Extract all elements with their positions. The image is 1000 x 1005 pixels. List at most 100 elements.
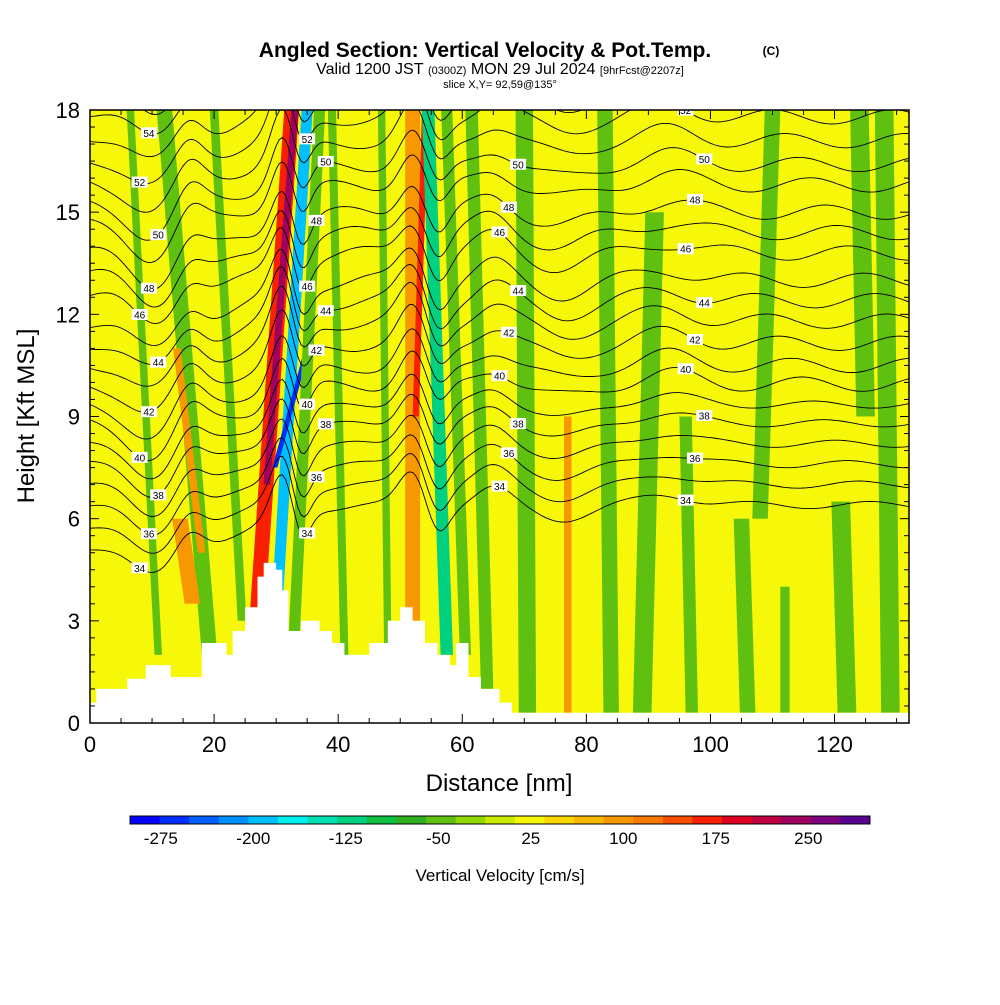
- contour-label-bg: [686, 194, 703, 206]
- contour-label-38-3: 38: [699, 411, 711, 422]
- colorbar-tick-label-7: 250: [794, 829, 822, 848]
- colorbar-swatch-8: [366, 816, 397, 824]
- x-tick-label-3: 60: [450, 732, 474, 757]
- contour-label-bg: [317, 305, 334, 317]
- velocity-band-14: [421, 110, 453, 655]
- contour-label-46-0: 46: [134, 310, 146, 321]
- colorbar-label: Vertical Velocity [cm/s]: [415, 866, 584, 885]
- contour-label-bg: [500, 201, 517, 213]
- colorbar-swatch-11: [455, 816, 486, 824]
- colorbar-tick-label-1: -200: [236, 829, 270, 848]
- contour-label-bg: [308, 214, 325, 226]
- colorbar-tick-label-3: -50: [426, 829, 451, 848]
- contour-label-bg: [140, 282, 157, 294]
- colorbar-tick-label-5: 100: [609, 829, 637, 848]
- y-tick-labels: 0 3 6 9 12 15 18: [56, 98, 80, 736]
- theta-contour-44: [90, 263, 909, 365]
- contour-label-42-0: 42: [143, 408, 155, 419]
- colorbar-tick-label-4: 25: [521, 829, 540, 848]
- colorbar-swatch-12: [485, 816, 516, 824]
- contour-label-44-2: 44: [513, 287, 525, 298]
- x-tick-label-0: 0: [84, 732, 96, 757]
- chart-title-mark: (C): [763, 44, 780, 58]
- contour-label-bg: [131, 308, 148, 320]
- colorbar-swatch-22: [781, 816, 812, 824]
- contour-label-bg: [299, 280, 316, 292]
- colorbar-swatch-18: [662, 816, 693, 824]
- contour-label-46-1: 46: [302, 282, 314, 293]
- colorbar-swatch-4: [248, 816, 279, 824]
- contour-label-38-2: 38: [513, 420, 525, 431]
- theta-contour-49: [90, 154, 909, 264]
- contour-label-bg: [677, 243, 694, 255]
- theta-contour-35: [90, 453, 909, 554]
- velocity-band-23: [780, 586, 790, 713]
- contour-label-34-0: 34: [134, 564, 146, 575]
- colorbar: [129, 815, 871, 825]
- colorbar-swatch-13: [514, 816, 545, 824]
- slice-info: slice X,Y= 92,59@135°: [443, 79, 557, 91]
- contour-label-48-0: 48: [143, 284, 155, 295]
- contour-label-bg: [696, 153, 713, 165]
- x-tick-label-6: 120: [816, 732, 853, 757]
- colorbar-tick-labels: -275 -200 -125 -50 25 100 175 250: [144, 829, 823, 848]
- contour-label-50-3: 50: [699, 155, 711, 166]
- theta-contour-38: [90, 393, 909, 498]
- contour-label-bg: [696, 297, 713, 309]
- contour-label-bg: [677, 494, 694, 506]
- contour-label-36-3: 36: [689, 454, 701, 465]
- contour-label-bg: [299, 133, 316, 145]
- theta-contour-41: [90, 328, 909, 440]
- y-tick-label-1: 3: [68, 609, 80, 634]
- colorbar-tick-label-2: -125: [329, 829, 363, 848]
- valid-date: MON 29 Jul 2024: [471, 61, 596, 78]
- velocity-band-10: [173, 348, 206, 553]
- contour-label-bg: [491, 480, 508, 492]
- contour-label-bg: [491, 370, 508, 382]
- contour-label-bg: [686, 333, 703, 345]
- contour-label-bg: [299, 398, 316, 410]
- contour-label-44-1: 44: [320, 307, 332, 318]
- colorbar-tick-label-0: -275: [144, 829, 178, 848]
- contour-label-36-2: 36: [503, 449, 515, 460]
- x-axis-label: Distance [nm]: [426, 770, 573, 797]
- contour-label-50-0: 50: [153, 231, 165, 242]
- contour-label-44-0: 44: [153, 358, 165, 369]
- theta-contour-53: [90, 110, 583, 158]
- contour-label-34-2: 34: [494, 482, 506, 493]
- colorbar-swatch-9: [396, 816, 427, 824]
- contour-label-48-1: 48: [311, 216, 323, 227]
- velocity-band-16: [465, 110, 494, 689]
- potential-temperature-contours: [90, 110, 909, 573]
- colorbar-swatch-3: [218, 816, 249, 824]
- contour-label-50-1: 50: [320, 158, 332, 169]
- contour-label-bg: [131, 562, 148, 574]
- contour-label-42-1: 42: [311, 346, 323, 357]
- colorbar-swatch-0: [130, 816, 161, 824]
- x-tick-label-5: 100: [692, 732, 729, 757]
- contour-label-50-2: 50: [513, 160, 525, 171]
- contour-label-bg: [500, 326, 517, 338]
- contour-label-bg: [308, 471, 325, 483]
- contour-label-bg: [150, 489, 167, 501]
- y-tick-label-0: 0: [68, 711, 80, 736]
- velocity-band-24: [831, 501, 857, 713]
- contour-label-bg: [510, 158, 527, 170]
- colorbar-frame: [129, 815, 871, 825]
- y-axis-label: Height [Kft MSL]: [13, 329, 40, 504]
- theta-contour-55: [143, 110, 166, 115]
- colorbar-swatch-7: [337, 816, 368, 824]
- contour-label-40-0: 40: [134, 453, 146, 464]
- velocity-band-20: [632, 212, 664, 713]
- contour-label-48-3: 48: [689, 196, 701, 207]
- theta-contour-54: [90, 110, 181, 135]
- contour-label-bg: [317, 418, 334, 430]
- contour-label-34-1: 34: [302, 529, 314, 540]
- y-tick-label-5: 15: [56, 200, 80, 225]
- velocity-band-1: [263, 110, 299, 485]
- contour-label-46-3: 46: [680, 245, 692, 256]
- contour-label-52-1: 52: [302, 135, 314, 146]
- colorbar-swatch-21: [751, 816, 782, 824]
- terrain-mask: [90, 562, 909, 723]
- contour-label-40-1: 40: [302, 400, 314, 411]
